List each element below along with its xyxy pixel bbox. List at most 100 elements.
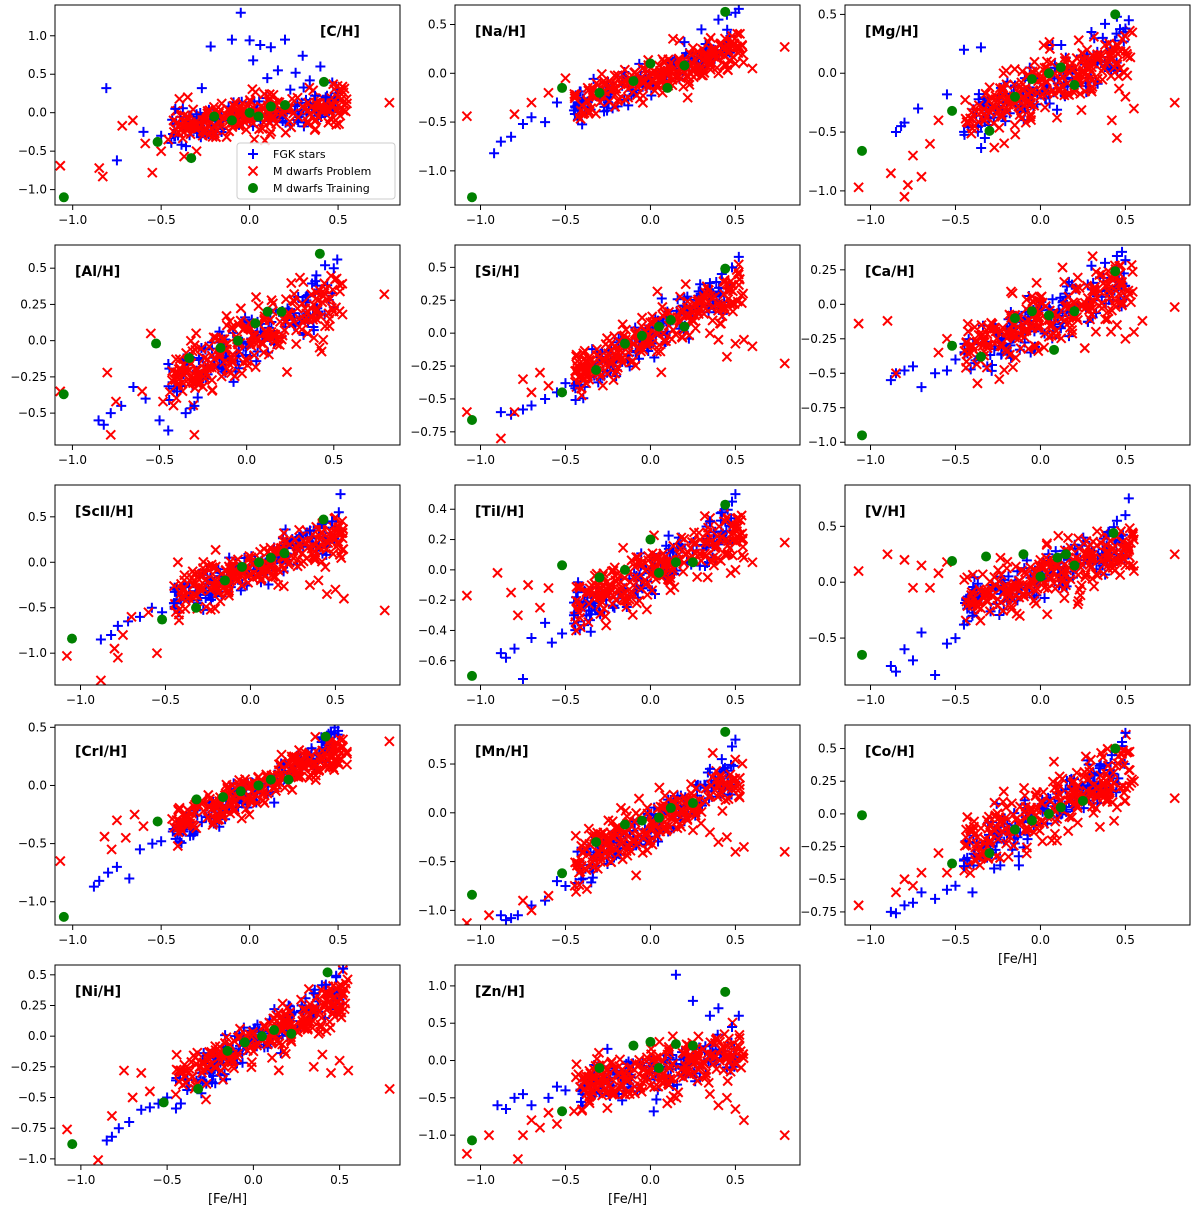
m-dwarf-problem-point (616, 839, 627, 850)
x-tick-label: 0.5 (726, 693, 745, 707)
y-tick-label: −0.5 (18, 837, 47, 851)
m-dwarf-problem-point (298, 757, 309, 769)
m-dwarf-training-point (662, 82, 673, 93)
data-points (55, 248, 390, 441)
m-dwarf-problem-point (1028, 595, 1040, 606)
m-dwarf-problem-point (675, 805, 686, 816)
m-dwarf-problem-point (713, 836, 724, 848)
y-tick-label: −0.6 (418, 654, 447, 668)
y-tick-label: 0.0 (28, 555, 47, 569)
m-dwarf-problem-point (1014, 579, 1025, 591)
m-dwarf-training-point (1049, 344, 1060, 355)
m-dwarf-problem-point (194, 582, 206, 593)
m-dwarf-problem-point (61, 650, 73, 662)
legend-marker (248, 183, 258, 193)
m-dwarf-problem-point (1033, 319, 1045, 331)
m-dwarf-problem-point (266, 326, 277, 338)
panel-title: [TiI/H] (475, 504, 524, 520)
m-dwarf-training-point (280, 100, 290, 110)
m-dwarf-problem-point (632, 552, 644, 563)
m-dwarf-problem-point (738, 552, 750, 563)
fgk-point (333, 507, 344, 518)
m-dwarf-problem-point (660, 335, 672, 347)
m-dwarf-problem-point (321, 293, 333, 305)
m-dwarf-problem-point (276, 334, 287, 345)
m-dwarf-problem-point (714, 533, 725, 544)
m-dwarf-problem-point (311, 313, 322, 325)
m-dwarf-problem-point (1111, 319, 1123, 331)
m-dwarf-problem-point (522, 579, 534, 591)
m-dwarf-training-point (209, 111, 220, 122)
panel-title: [Mg/H] (865, 24, 919, 40)
m-dwarf-problem-point (1103, 305, 1114, 317)
fgk-point (989, 863, 1000, 874)
m-dwarf-problem-point (324, 762, 335, 774)
fgk-point (205, 41, 216, 52)
m-dwarf-problem-point (704, 327, 716, 339)
m-dwarf-problem-point (1009, 119, 1020, 131)
m-dwarf-problem-point (295, 771, 307, 782)
fgk-point (716, 507, 727, 518)
m-dwarf-problem-point (1169, 549, 1180, 560)
fgk-point (733, 251, 744, 262)
m-dwarf-problem-point (606, 337, 617, 349)
panel-title: [Si/H] (475, 264, 520, 280)
m-dwarf-problem-point (960, 615, 971, 626)
m-dwarf-problem-point (1104, 38, 1115, 49)
axes-frame (454, 724, 801, 926)
y-tick-label: −0.25 (800, 840, 837, 854)
m-dwarf-problem-point (257, 795, 269, 806)
m-dwarf-problem-point (591, 349, 602, 361)
m-dwarf-problem-point (328, 306, 339, 317)
y-tick-label: −0.5 (418, 392, 447, 406)
m-dwarf-problem-point (1120, 91, 1131, 102)
m-dwarf-problem-point (319, 320, 331, 332)
m-dwarf-training-point (1069, 80, 1080, 90)
fgk-point (101, 83, 112, 94)
m-dwarf-problem-point (208, 353, 220, 365)
m-dwarf-problem-point (1007, 361, 1019, 373)
m-dwarf-training-point (975, 351, 986, 362)
m-dwarf-problem-point (1106, 54, 1117, 66)
fgk-point (156, 836, 167, 847)
m-dwarf-problem-point (987, 318, 998, 330)
x-tick-label: 0.0 (641, 213, 660, 227)
m-dwarf-problem-point (325, 531, 336, 542)
m-dwarf-problem-point (1103, 279, 1114, 290)
y-tick-label: −0.5 (808, 631, 837, 645)
m-dwarf-problem-point (301, 553, 312, 564)
panel-5: −1.0 −0.5 0.0 0.5−0.75−0.5−0.250.00.250.5 [S… (410, 244, 801, 467)
m-dwarf-problem-point (1058, 315, 1070, 327)
m-dwarf-problem-point (1054, 75, 1066, 86)
y-tick-label: −0.75 (800, 401, 837, 415)
m-dwarf-problem-point (1117, 33, 1128, 45)
m-dwarf-problem-point (976, 319, 987, 331)
m-dwarf-problem-point (1017, 579, 1029, 590)
m-dwarf-problem-point (1128, 326, 1140, 338)
m-dwarf-training-point (279, 548, 290, 559)
fgk-point (713, 14, 724, 25)
m-dwarf-problem-point (319, 747, 331, 759)
m-dwarf-problem-point (302, 328, 313, 339)
m-dwarf-training-point (1026, 74, 1037, 85)
m-dwarf-problem-point (1044, 320, 1055, 331)
m-dwarf-problem-point (899, 191, 910, 202)
m-dwarf-problem-point (1100, 313, 1111, 325)
m-dwarf-problem-point (341, 759, 353, 770)
m-dwarf-problem-point (1010, 561, 1022, 572)
m-dwarf-problem-point (163, 134, 174, 145)
m-dwarf-problem-point (254, 546, 266, 558)
m-dwarf-problem-point (275, 758, 286, 770)
fgk-point (899, 365, 910, 376)
m-dwarf-problem-point (336, 552, 347, 564)
fgk-point (272, 65, 283, 76)
m-dwarf-problem-point (187, 566, 198, 577)
fgk-point (509, 643, 520, 654)
m-dwarf-problem-point (1025, 108, 1037, 120)
m-dwarf-training-point (276, 306, 287, 317)
m-dwarf-problem-point (719, 59, 730, 71)
m-dwarf-problem-point (189, 589, 200, 601)
m-dwarf-training-point (253, 557, 264, 568)
fgk-point (269, 797, 280, 808)
